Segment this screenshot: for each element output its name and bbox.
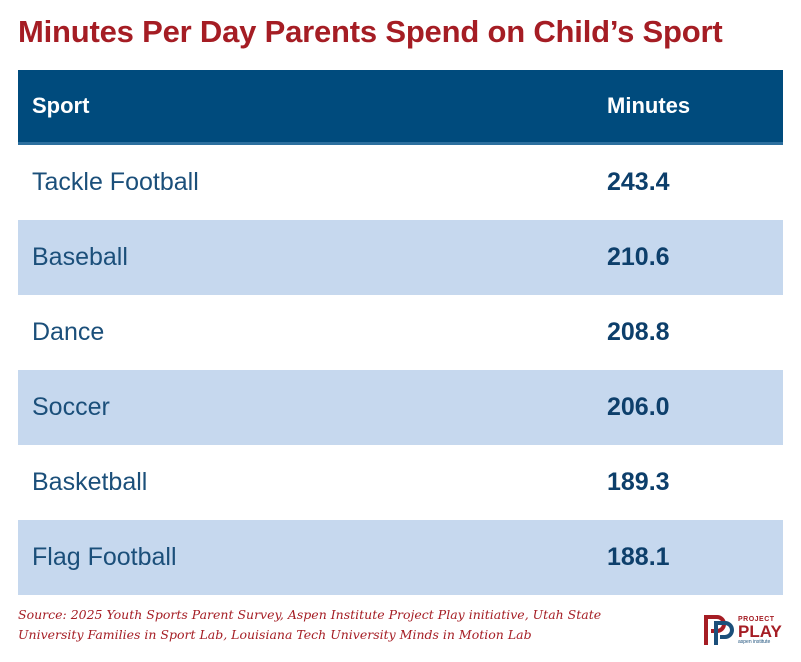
- sport-cell: Basketball: [32, 468, 148, 496]
- minutes-cell: 208.8: [607, 318, 670, 346]
- sport-cell: Tackle Football: [32, 168, 199, 196]
- table-row: Dance 208.8: [18, 295, 783, 370]
- logo-line2: PLAY: [738, 621, 782, 641]
- logo-line3: aspen institute: [738, 638, 771, 645]
- table-header: Sport Minutes: [18, 70, 783, 145]
- minutes-cell: 210.6: [607, 243, 670, 271]
- minutes-cell: 243.4: [607, 168, 670, 196]
- table-row: Flag Football 188.1: [18, 520, 783, 595]
- sport-cell: Baseball: [32, 243, 128, 271]
- project-play-logo: PROJECT PLAY aspen institute: [704, 612, 786, 648]
- sport-cell: Soccer: [32, 393, 110, 421]
- table-row: Basketball 189.3: [18, 445, 783, 520]
- table-row: Tackle Football 243.4: [18, 145, 783, 220]
- minutes-cell: 189.3: [607, 468, 670, 496]
- logo-line1: PROJECT: [738, 615, 775, 623]
- header-sport: Sport: [32, 93, 90, 118]
- data-table: Sport Minutes Tackle Football 243.4 Baseba…: [18, 70, 783, 595]
- project-play-logo-icon: [704, 615, 734, 645]
- source-note: Source: 2025 Youth Sports Parent Survey,…: [18, 607, 602, 642]
- minutes-cell: 188.1: [607, 543, 670, 571]
- table-row: Baseball 210.6: [18, 220, 783, 295]
- sport-cell: Dance: [32, 318, 105, 346]
- minutes-cell: 206.0: [607, 393, 670, 421]
- header-minutes: Minutes: [607, 93, 691, 118]
- sport-cell: Flag Football: [32, 543, 177, 571]
- table-row: Soccer 206.0: [18, 370, 783, 445]
- logo-text: PROJECT PLAY aspen institute: [738, 616, 782, 645]
- table-body: Tackle Football 243.4 Baseball 210.6 Dance 20…: [18, 145, 783, 595]
- chart-title: Minutes Per Day Parents Spend on Child’s…: [18, 14, 723, 49]
